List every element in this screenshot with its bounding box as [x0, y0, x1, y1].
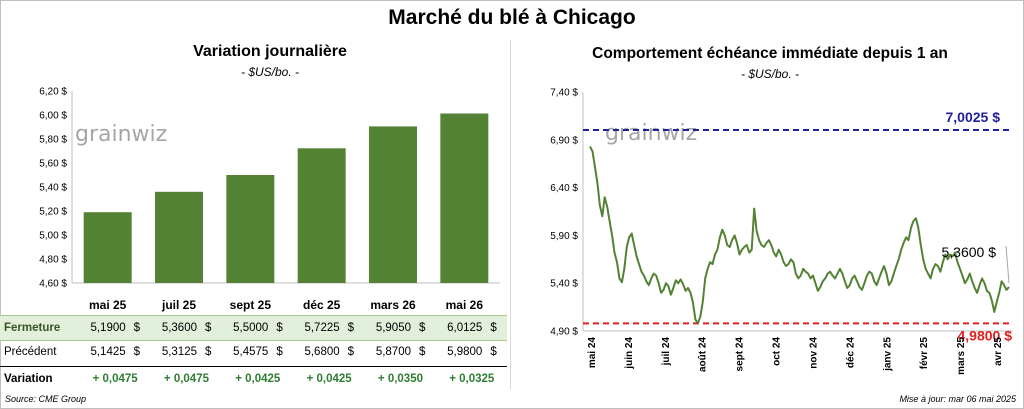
table-cell: 5,6800 — [304, 346, 340, 358]
bar — [226, 175, 275, 283]
table-cell: + 0,0475 — [92, 373, 138, 385]
y-tick-label: 5,40 $ — [550, 279, 578, 290]
y-tick-label: 5,80 $ — [39, 135, 67, 146]
x-tick-label: avr 25 — [993, 337, 1004, 366]
bar — [297, 148, 346, 283]
category-label: déc 25 — [303, 298, 341, 312]
table-cell: + 0,0325 — [449, 373, 495, 385]
x-tick-label: nov 24 — [808, 337, 819, 369]
row-label: Variation — [4, 373, 53, 385]
category-label: mai 25 — [89, 298, 127, 312]
table-cell: + 0,0350 — [377, 373, 423, 385]
last-value-leader — [1005, 245, 1010, 284]
currency-symbol: $ — [347, 322, 355, 334]
table-cell: 6,0125 — [447, 322, 483, 334]
table-cell: 5,4575 — [233, 346, 269, 358]
bar-chart-title: Variation journalière — [193, 43, 347, 60]
update-note: Mise à jour: mar 06 mai 2025 — [899, 394, 1016, 404]
bar — [369, 126, 417, 284]
last-value-label: 5,3600 $ — [942, 244, 997, 260]
category-label: juil 25 — [161, 298, 196, 312]
currency-symbol: $ — [276, 322, 283, 334]
y-tick-label: 6,90 $ — [550, 135, 578, 146]
currency-symbol: $ — [347, 346, 355, 358]
y-tick-label: 5,00 $ — [39, 231, 67, 242]
table-cell: + 0,0425 — [306, 373, 352, 385]
low-reference-label: 4,9800 $ — [958, 327, 1013, 343]
category-label: mars 26 — [370, 298, 416, 312]
x-tick-label: juil 24 — [661, 337, 672, 367]
table-cell: 5,8700 — [375, 346, 411, 358]
y-tick-label: 5,40 $ — [39, 183, 67, 194]
x-tick-label: sept 24 — [735, 337, 746, 372]
line-chart-title: Comportement échéance immédiate depuis 1… — [592, 45, 948, 62]
x-tick-label: juin 24 — [624, 337, 635, 370]
currency-symbol: $ — [490, 322, 497, 334]
x-tick-label: janv 25 — [882, 337, 893, 372]
currency-symbol: $ — [133, 346, 141, 358]
y-tick-label: 7,40 $ — [550, 88, 578, 99]
source-note: Source: CME Group — [5, 394, 87, 404]
table-cell: 5,5000 — [233, 322, 269, 334]
table-cell: + 0,0425 — [235, 373, 281, 385]
table-cell: 5,7225 — [304, 322, 340, 334]
y-tick-label: 6,40 $ — [550, 183, 578, 194]
x-tick-label: déc 24 — [845, 337, 856, 369]
watermark-text: grainwiz — [605, 121, 697, 146]
bar — [155, 191, 203, 283]
x-tick-label: oct 24 — [772, 337, 783, 366]
category-label: sept 25 — [230, 298, 272, 312]
table-cell: 5,3600 — [161, 322, 197, 334]
table-cell: 5,1425 — [90, 346, 126, 358]
table-cell: 5,3125 — [161, 346, 197, 358]
table-row: Précédent 5,1425 $5,3125 $5,4575 $5,6800 $5,8… — [0, 340, 507, 364]
bar — [83, 212, 132, 283]
x-tick-label: août 24 — [698, 337, 709, 372]
y-tick-label: 5,90 $ — [550, 231, 578, 242]
bar-chart: 4,60 $ 4,80 $ 5,00 $ 5,20 $ 5,40 $ 5,60 $ 5,80… — [39, 87, 500, 312]
currency-symbol: $ — [205, 322, 212, 334]
y-tick-label: 4,90 $ — [550, 327, 578, 338]
y-tick-label: 4,80 $ — [39, 255, 67, 266]
bar — [440, 113, 489, 283]
x-tick-label: mai 24 — [587, 337, 598, 369]
x-tick-label: févr 25 — [919, 337, 930, 370]
x-tick-label: mars 25 — [956, 337, 967, 375]
high-reference-label: 7,0025 $ — [946, 109, 1001, 125]
table-cell: 5,9050 — [375, 322, 411, 334]
y-tick-label: 4,60 $ — [39, 279, 67, 290]
table-row: Variation + 0,0475 + 0,0475 + 0,0425 + 0,042… — [0, 366, 507, 391]
y-tick-label: 6,00 $ — [39, 111, 67, 122]
y-tick-label: 6,20 $ — [39, 87, 67, 98]
y-tick-label: 5,20 $ — [39, 207, 67, 218]
currency-symbol: $ — [276, 346, 283, 358]
row-label: Précédent — [4, 346, 57, 358]
dashboard-title: Marché du blé à Chicago — [388, 6, 636, 29]
row-label: Fermeture — [4, 322, 61, 334]
table-row: Fermeture 5,1900 $5,3600 $5,5000 $5,7225 $5,9… — [0, 315, 507, 341]
currency-symbol: $ — [133, 322, 141, 334]
price-series-line — [589, 146, 1010, 325]
table-cell: 5,9800 — [447, 346, 483, 358]
category-label: mai 26 — [446, 298, 484, 312]
currency-symbol: $ — [419, 322, 426, 334]
currency-symbol: $ — [490, 346, 497, 358]
line-chart-subtitle: - $US/bo. - — [740, 67, 800, 81]
table-cell: 5,1900 — [90, 322, 126, 334]
table-cell: + 0,0475 — [163, 373, 209, 385]
currency-symbol: $ — [419, 346, 426, 358]
panel-divider — [510, 40, 511, 390]
bar-chart-subtitle: - $US/bo. - — [240, 65, 300, 79]
watermark-text: grainwiz — [75, 122, 167, 147]
y-tick-label: 5,60 $ — [39, 159, 67, 170]
currency-symbol: $ — [205, 346, 212, 358]
